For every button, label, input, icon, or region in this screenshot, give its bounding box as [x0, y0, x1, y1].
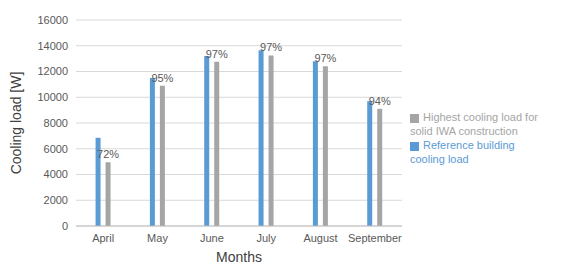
svg-text:September: September [348, 232, 402, 244]
svg-text:4000: 4000 [44, 168, 68, 180]
svg-text:72%: 72% [97, 148, 119, 160]
svg-text:95%: 95% [151, 72, 173, 84]
svg-text:10000: 10000 [37, 91, 68, 103]
svg-text:July: July [256, 232, 276, 244]
svg-text:94%: 94% [369, 95, 391, 107]
html-text:Highest cooling load for solid: Highest cooling load for solid IWA const… [410, 111, 538, 137]
svg-text:97%: 97% [260, 41, 282, 53]
svg-text:6000: 6000 [44, 143, 68, 155]
svg-text:97%: 97% [206, 48, 228, 60]
svg-text:Months: Months [216, 249, 262, 265]
svg-text:97%: 97% [314, 52, 336, 64]
svg-text:May: May [147, 232, 168, 244]
svg-text:June: June [200, 232, 224, 244]
svg-text:0: 0 [62, 220, 68, 232]
svg-text:8000: 8000 [44, 117, 68, 129]
svg-text:16000: 16000 [37, 14, 68, 26]
svg-text:12000: 12000 [37, 65, 68, 77]
svg-text:2000: 2000 [44, 194, 68, 206]
svg-text:April: April [92, 232, 114, 244]
svg-text:14000: 14000 [37, 40, 68, 52]
svg-text:Cooling load [W]: Cooling load [W] [8, 72, 24, 175]
svg-text:August: August [303, 232, 337, 244]
html-text:Reference building cooling loa: Reference building cooling load [410, 139, 515, 165]
